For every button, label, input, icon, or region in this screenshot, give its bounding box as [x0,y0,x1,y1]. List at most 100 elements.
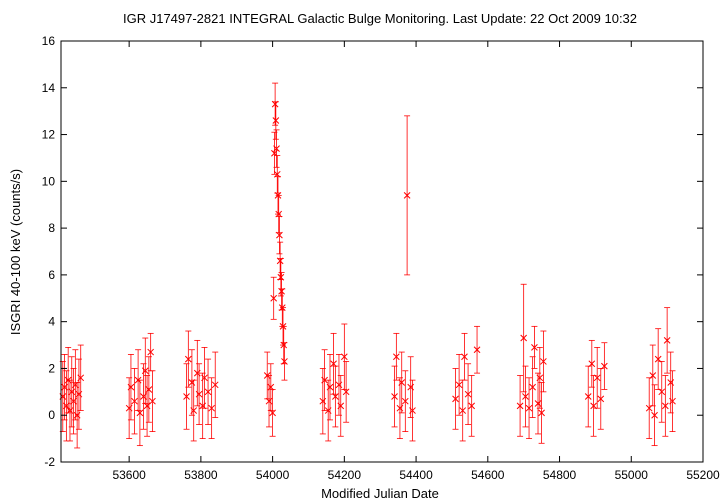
x-marker [663,337,671,344]
x-marker [651,411,658,419]
data-point [536,346,544,409]
x-marker [273,145,280,152]
x-marker [529,383,536,391]
data-point [392,332,400,381]
y-tick-label: 6 [48,268,55,282]
data-point [281,342,288,381]
data-point [201,346,208,409]
data-point [208,377,215,440]
data-point [131,368,138,435]
y-axis: -2 0 2 4 6 8 10 12 14 16 [42,34,703,469]
x-marker [269,409,276,417]
data-point [538,382,545,444]
y-tick-label: 16 [42,34,56,48]
x-marker [141,367,149,375]
x-marker [654,355,662,363]
x-marker [77,374,85,382]
data-point [149,370,156,432]
data-point [401,370,409,432]
data-point [342,361,350,423]
data-point [455,354,463,416]
data-point [601,342,608,390]
x-marker [190,407,198,414]
x-marker [468,402,476,410]
x-marker [464,390,472,398]
x-marker [195,390,203,398]
x-marker [593,374,601,382]
x-marker [516,402,524,410]
data-point [531,325,538,369]
x-marker [127,383,135,391]
x-marker [452,395,459,403]
data-point [195,363,203,425]
x-marker [584,393,592,400]
data-point [326,354,334,421]
data-point [398,351,406,414]
x-marker [459,407,467,414]
x-marker [330,360,337,368]
x-marker [145,386,153,393]
data-point [525,377,533,440]
x-marker [136,409,144,417]
x-marker [661,402,669,410]
data-point [272,101,280,140]
data-point [464,363,472,425]
x-marker [658,388,666,396]
data-point [654,328,662,390]
data-point [77,344,85,411]
x-marker [272,117,280,124]
data-point [593,346,601,409]
x-marker [392,353,400,361]
y-axis-label: ISGRI 40-100 keV (counts/s) [8,169,23,335]
data-point [391,365,398,428]
data-point [403,115,411,276]
x-marker [403,192,411,199]
x-marker [520,334,528,342]
x-marker [267,383,275,391]
x-marker [337,402,345,410]
data-point [190,379,198,442]
x-marker [391,393,398,400]
x-marker [540,358,547,365]
x-marker [538,409,545,417]
data-point [127,354,135,421]
data-point [452,368,459,430]
x-marker [321,376,328,384]
x-marker [473,346,481,354]
data-point [658,361,666,423]
data-point [522,365,529,428]
x-tick-label: 54800 [543,468,577,482]
x-marker [277,273,285,281]
x-axis: 53600 53800 54000 54200 54400 54600 54800 55000… [112,41,720,482]
data-point [584,365,592,428]
data-point [332,365,339,428]
x-marker [409,407,416,414]
x-marker [204,388,212,396]
x-marker [601,362,608,370]
data-point [473,325,481,374]
data-point [529,356,536,418]
y-tick-label: -2 [44,455,55,469]
x-marker [536,374,544,382]
x-marker [131,397,138,405]
x-axis-label: Modified Julian Date [321,486,439,501]
x-marker [201,374,208,382]
data-point [520,283,528,393]
x-tick-label: 55000 [615,468,649,482]
data-point [184,330,192,388]
x-marker [597,395,605,403]
x-tick-label: 53600 [112,468,146,482]
data-point [270,276,278,320]
data-point [651,384,658,447]
x-marker [525,404,533,412]
data-point [276,216,283,255]
x-marker [184,355,192,363]
data-point [661,375,669,437]
y-tick-label: 8 [48,221,55,235]
data-point [459,379,467,442]
x-marker [208,404,215,412]
x-marker [149,397,156,405]
x-marker [588,360,596,368]
y-tick-label: 14 [42,81,56,95]
